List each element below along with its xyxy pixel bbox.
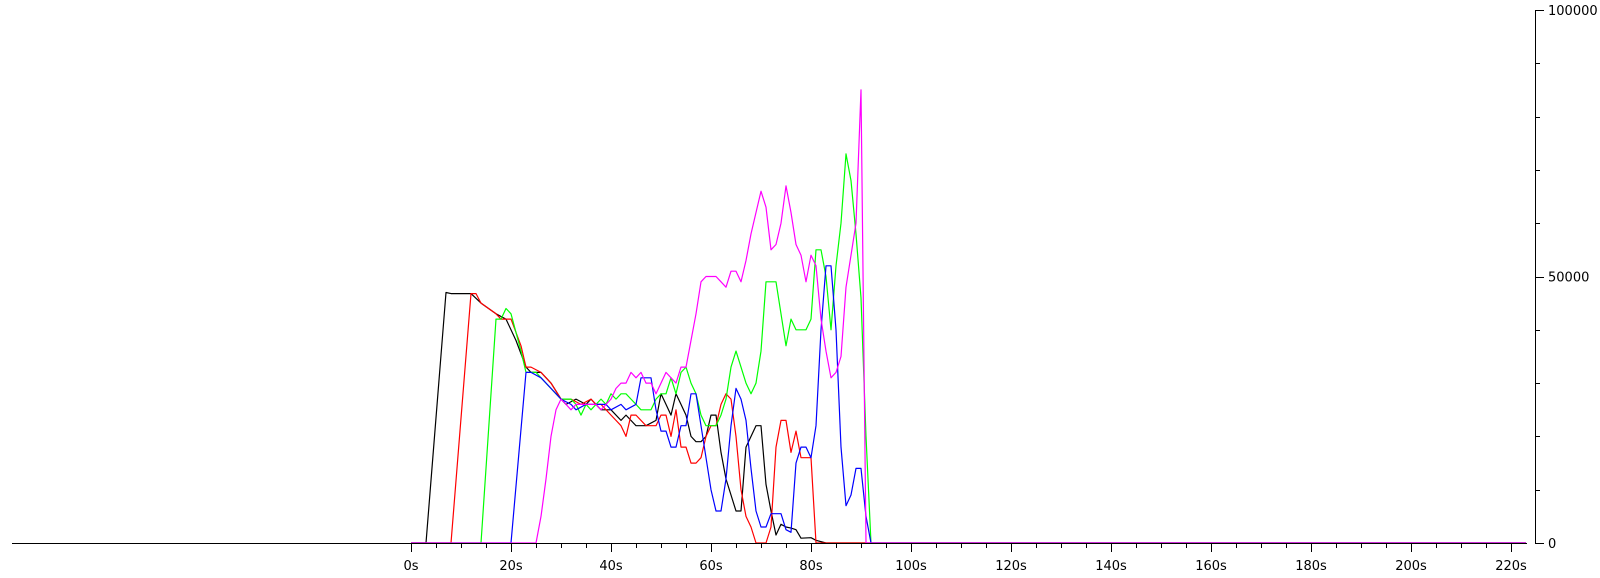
x-tick-label: 140s [1095, 559, 1127, 574]
x-tick-label: 180s [1295, 559, 1327, 574]
x-tick-label: 0s [403, 559, 418, 574]
y-tick-label: 0 [1548, 537, 1556, 552]
series-line-1 [411, 291, 1526, 544]
x-tick-label: 200s [1395, 559, 1427, 574]
series-line-5 [411, 89, 1526, 544]
x-tick-label: 20s [499, 559, 523, 574]
x-tick-label: 120s [995, 559, 1027, 574]
y-tick-label: 50000 [1548, 271, 1589, 286]
y-tick-label: 100000 [1548, 4, 1598, 19]
x-tick-label: 100s [895, 559, 927, 574]
x-tick-label: 40s [599, 559, 623, 574]
x-tick-label: 220s [1495, 559, 1527, 574]
y-axis-ticks: 0 50000 100000 [1535, 4, 1598, 552]
x-tick-label: 80s [799, 559, 823, 574]
x-axis-ticks: 0s 20s 40s 60s 80s 100s 120s 140s 160s 180s 200s 22… [403, 543, 1527, 574]
series-line-2 [411, 293, 1526, 544]
x-tick-label: 60s [699, 559, 723, 574]
x-tick-label: 160s [1195, 559, 1227, 574]
series-layer [411, 89, 1526, 544]
series-line-3 [411, 153, 1526, 544]
